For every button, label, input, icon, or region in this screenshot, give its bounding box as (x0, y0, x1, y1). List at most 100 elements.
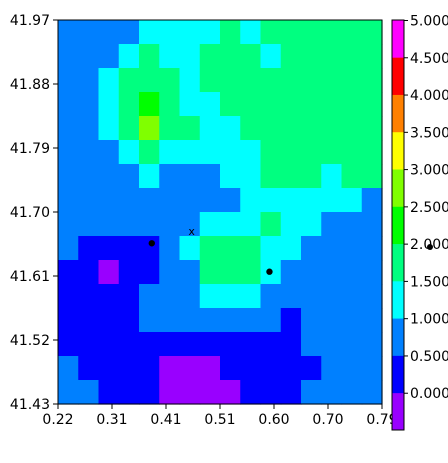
heatmap-cell (118, 356, 140, 381)
heatmap-cell (179, 308, 201, 333)
heatmap-cell (280, 44, 302, 69)
heatmap-cell (179, 116, 201, 141)
heatmap-cell (199, 20, 221, 45)
colorbar-swatch (392, 169, 404, 207)
heatmap-cell (220, 188, 241, 213)
heatmap-cell (118, 68, 140, 93)
heatmap-cell (159, 260, 181, 285)
heatmap-cell (361, 164, 383, 189)
x-tick-label: 0.60 (258, 412, 289, 428)
colorbar-swatch (392, 355, 404, 394)
heatmap-cell (361, 212, 383, 237)
heatmap-cell (139, 332, 160, 357)
heatmap-cell (260, 140, 282, 165)
heatmap-cell (240, 332, 262, 357)
heatmap-cell (98, 188, 120, 213)
heatmap-cell (78, 116, 100, 141)
heatmap-cell (321, 20, 343, 45)
heatmap-cell (159, 68, 181, 93)
heatmap-cell (321, 68, 343, 93)
heatmap-cell (58, 284, 79, 309)
heatmap-cell (58, 92, 79, 117)
heatmap-cell (321, 308, 343, 333)
heatmap-cell (280, 20, 302, 45)
heatmap-cell (301, 20, 322, 45)
heatmap-cell (199, 164, 221, 189)
colorbar-label: 3.500 (410, 125, 448, 141)
heatmap-cell (260, 380, 282, 405)
colorbar-label: 0.000 (410, 386, 448, 402)
heatmap-cell (361, 92, 383, 117)
heatmap-cell (280, 92, 302, 117)
heatmap-cell (199, 92, 221, 117)
heatmap-cell (199, 260, 221, 285)
heatmap-cell (78, 20, 100, 45)
heatmap-cell (260, 20, 282, 45)
heatmap-cell (98, 212, 120, 237)
heatmap-cell (78, 332, 100, 357)
heatmap-cell (220, 20, 241, 45)
heatmap-cell (280, 284, 302, 309)
heatmap-cell (361, 68, 383, 93)
heatmap-cell (280, 380, 302, 405)
heatmap-cell (78, 236, 100, 261)
heatmap-cell (98, 164, 120, 189)
heatmap-cell (220, 116, 241, 141)
heatmap-cell (118, 308, 140, 333)
colorbar-label: 2.500 (410, 200, 448, 216)
colorbar-swatch (392, 20, 404, 58)
heatmap-cell (220, 380, 241, 405)
heatmap-cell (179, 284, 201, 309)
x-tick-label: 0.51 (204, 412, 235, 428)
heatmap-cell (139, 284, 160, 309)
heatmap-cell (179, 380, 201, 405)
heatmap-cell (58, 188, 79, 213)
heatmap-cell (159, 44, 181, 69)
heatmap-cell (240, 140, 262, 165)
heatmap-cell (361, 116, 383, 141)
heatmap-cell (260, 116, 282, 141)
heatmap-cell (98, 260, 120, 285)
heatmap-cell (321, 212, 343, 237)
heatmap-cell (321, 140, 343, 165)
heatmap-cell (280, 164, 302, 189)
heatmap-cell (58, 140, 79, 165)
heatmap-cell (78, 188, 100, 213)
heatmap-cell (139, 164, 160, 189)
colorbar-swatch (392, 280, 404, 319)
heatmap-cell (139, 260, 160, 285)
heatmap-cell (280, 212, 302, 237)
heatmap-cell (118, 20, 140, 45)
heatmap-cell (98, 20, 120, 45)
heatmap-cell (199, 356, 221, 381)
heatmap-cell (98, 356, 120, 381)
y-tick-label: 41.88 (10, 77, 50, 93)
heatmap-cell (58, 260, 79, 285)
marker-dot (266, 268, 273, 275)
heatmap-cell (139, 20, 160, 45)
heatmap-cell (159, 20, 181, 45)
heatmap-cell (341, 356, 363, 381)
heatmap-cell (179, 260, 201, 285)
heatmap-cell (199, 116, 221, 141)
heatmap-cell (301, 212, 322, 237)
heatmap-cell (199, 212, 221, 237)
heatmap-cell (260, 308, 282, 333)
colorbar-label: 4.500 (410, 51, 448, 67)
heatmap-cell (159, 380, 181, 405)
heatmap-cell (179, 188, 201, 213)
x-tick-label: 0.41 (150, 412, 181, 428)
heatmap-cell (280, 140, 302, 165)
y-tick-label: 41.70 (10, 205, 50, 221)
heatmap-cell (321, 92, 343, 117)
marker-x-label: x (188, 225, 195, 238)
colorbar-frame (391, 19, 405, 431)
heatmap-cell (280, 236, 302, 261)
heatmap-cell (159, 164, 181, 189)
heatmap-cell (118, 284, 140, 309)
heatmap-cell (361, 380, 383, 405)
heatmap-cell (280, 260, 302, 285)
heatmap-cell (78, 140, 100, 165)
heatmap-cell (118, 188, 140, 213)
